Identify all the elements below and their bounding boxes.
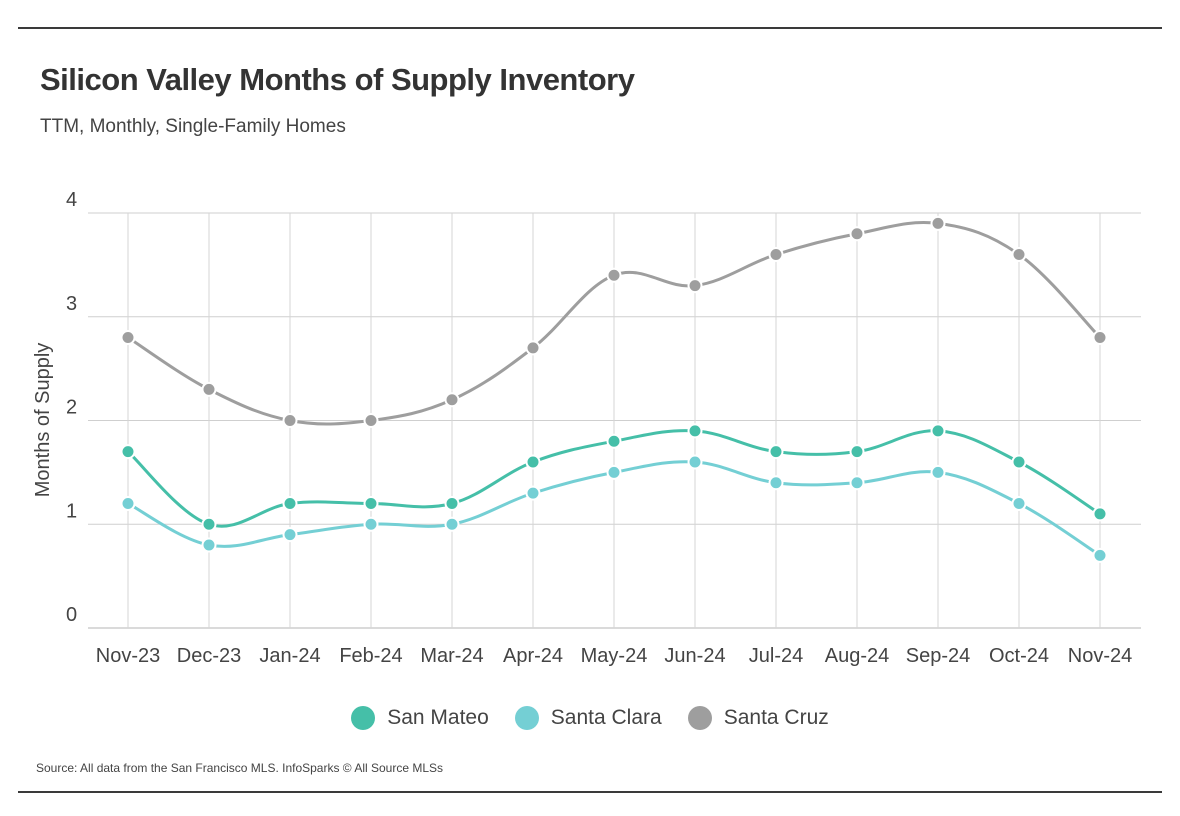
data-point	[849, 475, 865, 491]
x-tick-label: Nov-23	[96, 645, 160, 667]
data-point	[687, 454, 703, 470]
legend-swatch	[514, 706, 539, 730]
series-points	[120, 215, 1108, 563]
data-point	[525, 454, 541, 470]
data-point	[687, 278, 703, 294]
data-point	[201, 381, 217, 397]
x-tick-label: Mar-24	[420, 645, 483, 667]
data-point	[120, 444, 136, 460]
data-point	[282, 496, 298, 511]
data-point	[768, 444, 784, 460]
x-tick-label: Jul-24	[749, 645, 803, 667]
data-point	[768, 475, 784, 491]
y-axis-label: Months of Supply	[32, 343, 54, 498]
data-point	[201, 537, 217, 553]
x-tick-label: Jun-24	[664, 645, 725, 667]
x-tick-label: Nov-24	[1068, 645, 1132, 667]
data-point	[849, 444, 865, 460]
data-point	[444, 496, 460, 511]
legend-item: Santa Clara	[514, 706, 662, 730]
data-point	[606, 433, 622, 449]
data-point	[768, 247, 784, 262]
data-point	[1092, 506, 1108, 522]
x-tick-label: Aug-24	[825, 645, 890, 667]
data-point	[444, 516, 460, 532]
x-tick-label: Apr-24	[503, 645, 563, 667]
x-tick-label: Feb-24	[339, 645, 402, 667]
y-tick-label: 1	[66, 500, 77, 522]
legend-label: San Mateo	[387, 706, 489, 729]
line-chart: 0 1 2 3 4 Nov-23 Dec-23 Jan-24 Feb-24 Mar-24 Apr-…	[32, 189, 1141, 667]
chart-legend: San Mateo Santa Clara Santa Cruz	[0, 706, 1180, 730]
data-point	[444, 392, 460, 408]
data-point	[525, 340, 541, 356]
y-tick-label: 2	[66, 397, 77, 419]
data-point	[282, 413, 298, 428]
chart-subtitle: TTM, Monthly, Single-Family Homes	[40, 116, 346, 137]
legend-swatch	[687, 706, 712, 730]
data-point	[363, 496, 379, 511]
x-tick-label: Sep-24	[906, 645, 971, 667]
legend-label: Santa Clara	[550, 706, 662, 729]
data-point	[363, 413, 379, 428]
data-point	[1092, 330, 1108, 345]
x-tick-label: Oct-24	[989, 645, 1049, 667]
legend-swatch	[351, 706, 376, 730]
data-point	[282, 527, 298, 543]
y-axis-ticks: 0 1 2 3 4	[66, 189, 77, 626]
data-point	[1092, 547, 1108, 563]
data-point	[930, 464, 946, 480]
data-point	[849, 226, 865, 242]
chart-title: Silicon Valley Months of Supply Inventor…	[40, 62, 635, 97]
legend-item: Santa Cruz	[687, 706, 829, 730]
source-note: Source: All data from the San Francisco …	[36, 761, 444, 775]
data-point	[606, 267, 622, 283]
y-tick-label: 0	[66, 604, 77, 626]
data-point	[120, 496, 136, 511]
x-axis-ticks: Nov-23 Dec-23 Jan-24 Feb-24 Mar-24 Apr-24 May-…	[96, 645, 1132, 667]
legend-item: San Mateo	[351, 706, 489, 730]
data-point	[1011, 496, 1027, 511]
data-point	[687, 423, 703, 439]
data-point	[1011, 247, 1027, 262]
y-tick-label: 3	[66, 293, 77, 315]
legend-label: Santa Cruz	[723, 706, 829, 729]
data-point	[201, 516, 217, 532]
data-point	[930, 423, 946, 439]
data-point	[1011, 454, 1027, 470]
x-tick-label: May-24	[581, 645, 648, 667]
data-point	[363, 516, 379, 532]
data-point	[525, 485, 541, 501]
bottom-rule	[18, 791, 1162, 793]
x-tick-label: Dec-23	[177, 645, 241, 667]
top-rule	[18, 27, 1162, 29]
data-point	[120, 330, 136, 345]
y-tick-label: 4	[66, 189, 77, 211]
data-point	[606, 464, 622, 480]
data-point	[930, 215, 946, 231]
x-tick-label: Jan-24	[259, 645, 320, 667]
